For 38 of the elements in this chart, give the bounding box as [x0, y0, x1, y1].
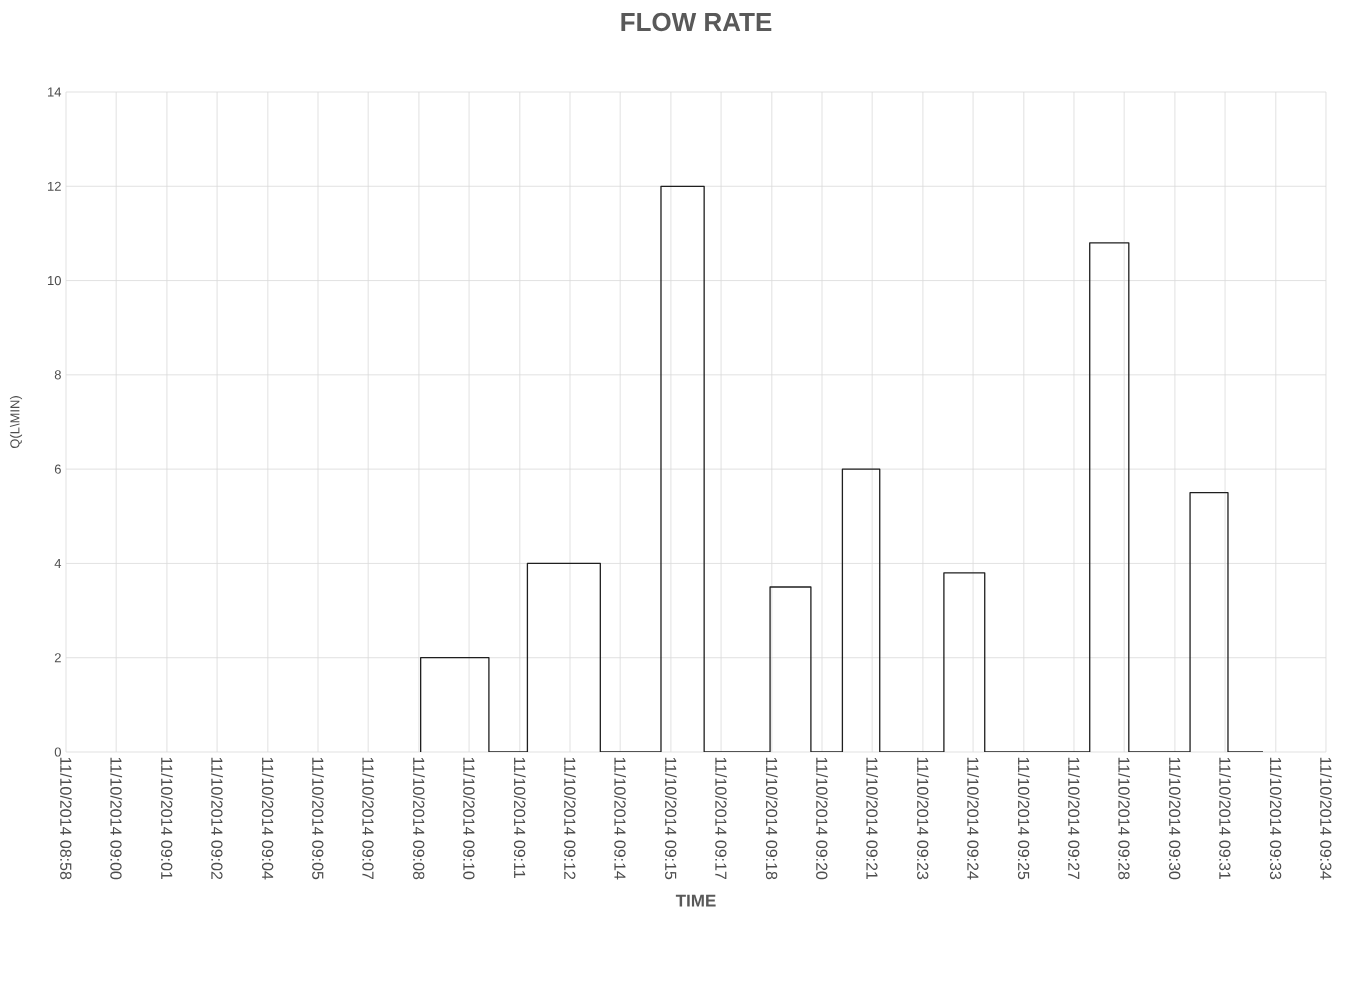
x-tick-label: 11/10/2014 09:23 [917, 757, 929, 880]
x-tick-label: 11/10/2014 09:28 [1118, 757, 1131, 880]
x-tick-label: 11/10/2014 09:17 [715, 757, 727, 880]
x-tick-label: 11/10/2014 09:20 [816, 757, 828, 880]
x-axis-title: TIME [675, 894, 716, 907]
x-tick-label: 11/10/2014 08:58 [60, 757, 72, 880]
x-tick-label: 11/10/2014 09:08 [413, 757, 425, 880]
x-tick-label: 11/10/2014 09:25 [1017, 757, 1030, 880]
y-tick-label: 6 [54, 464, 61, 474]
x-tick-label: 11/10/2014 09:34 [1320, 757, 1332, 880]
x-tick-label: 11/10/2014 09:10 [463, 757, 475, 880]
x-tick-label: 11/10/2014 09:11 [513, 757, 526, 878]
x-tick-label: 11/10/2014 09:31 [1219, 757, 1231, 880]
x-tick-label: 11/10/2014 09:24 [967, 757, 979, 880]
x-tick-label: 11/10/2014 09:12 [564, 757, 576, 880]
line-series [420, 185, 1264, 752]
y-axis-title: Q(L\MIN) [9, 396, 23, 449]
y-tick-label: 4 [54, 558, 62, 568]
x-tick-label: 11/10/2014 09:05 [312, 757, 324, 880]
y-tick-label: 2 [54, 653, 61, 663]
x-tick-label: 11/10/2014 09:14 [614, 757, 627, 880]
y-tick-label: 12 [47, 181, 61, 191]
y-tick-label: 10 [47, 275, 61, 286]
x-tick-label: 11/10/2014 09:02 [211, 757, 223, 880]
x-tick-label: 11/10/2014 09:15 [665, 757, 677, 880]
x-tick-label: 11/10/2014 09:07 [362, 757, 375, 880]
y-tick-label: 8 [54, 370, 61, 380]
x-tick-label: 11/10/2014 09:18 [765, 757, 778, 880]
x-tick-label: 11/10/2014 09:21 [866, 757, 879, 880]
x-tick-label: 11/10/2014 09:33 [1269, 757, 1282, 880]
x-tick-label: 11/10/2014 09:27 [1068, 757, 1080, 880]
x-tick-label: 11/10/2014 09:01 [161, 757, 173, 880]
y-tick-label: 0 [54, 747, 61, 757]
x-tick-label: 11/10/2014 09:04 [261, 757, 274, 880]
y-tick-label: 14 [47, 87, 62, 97]
x-tick-label: 11/10/2014 09:30 [1169, 757, 1181, 880]
x-tick-label: 11/10/2014 09:00 [110, 757, 123, 880]
chart-title: FLOW RATE [621, 12, 772, 32]
